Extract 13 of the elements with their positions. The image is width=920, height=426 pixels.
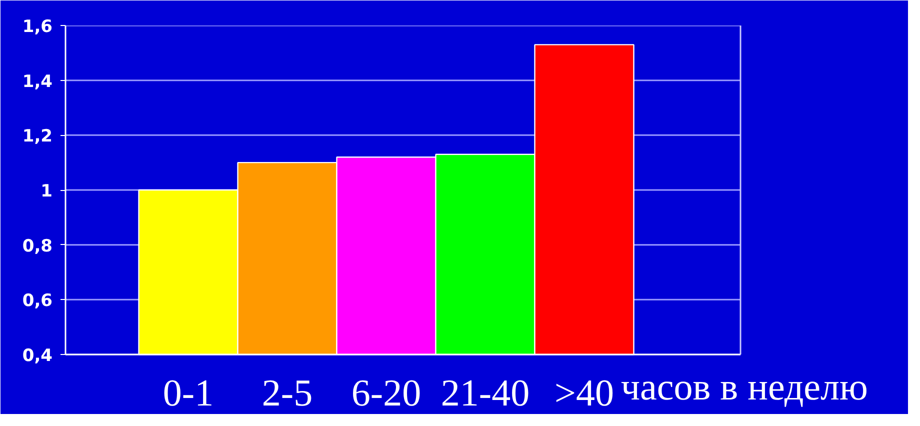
x-tick-label: 0-1 (162, 372, 214, 414)
y-tick-label: 0,4 (22, 346, 53, 366)
x-tick-label: 2-5 (262, 372, 313, 414)
y-tick-label: 0,6 (22, 291, 53, 312)
y-tick-label: 1,4 (22, 72, 53, 92)
x-axis-title: часов в неделю (620, 366, 868, 408)
x-tick-label: >40 (554, 372, 614, 414)
y-tick-label: 1,6 (22, 17, 53, 37)
x-tick-label: 21-40 (440, 372, 530, 414)
y-tick-label: 0,8 (22, 236, 53, 256)
y-tick-label: 1 (40, 182, 53, 202)
y-tick-label: 1,2 (22, 126, 53, 147)
x-tick-label: 6-20 (351, 372, 422, 414)
